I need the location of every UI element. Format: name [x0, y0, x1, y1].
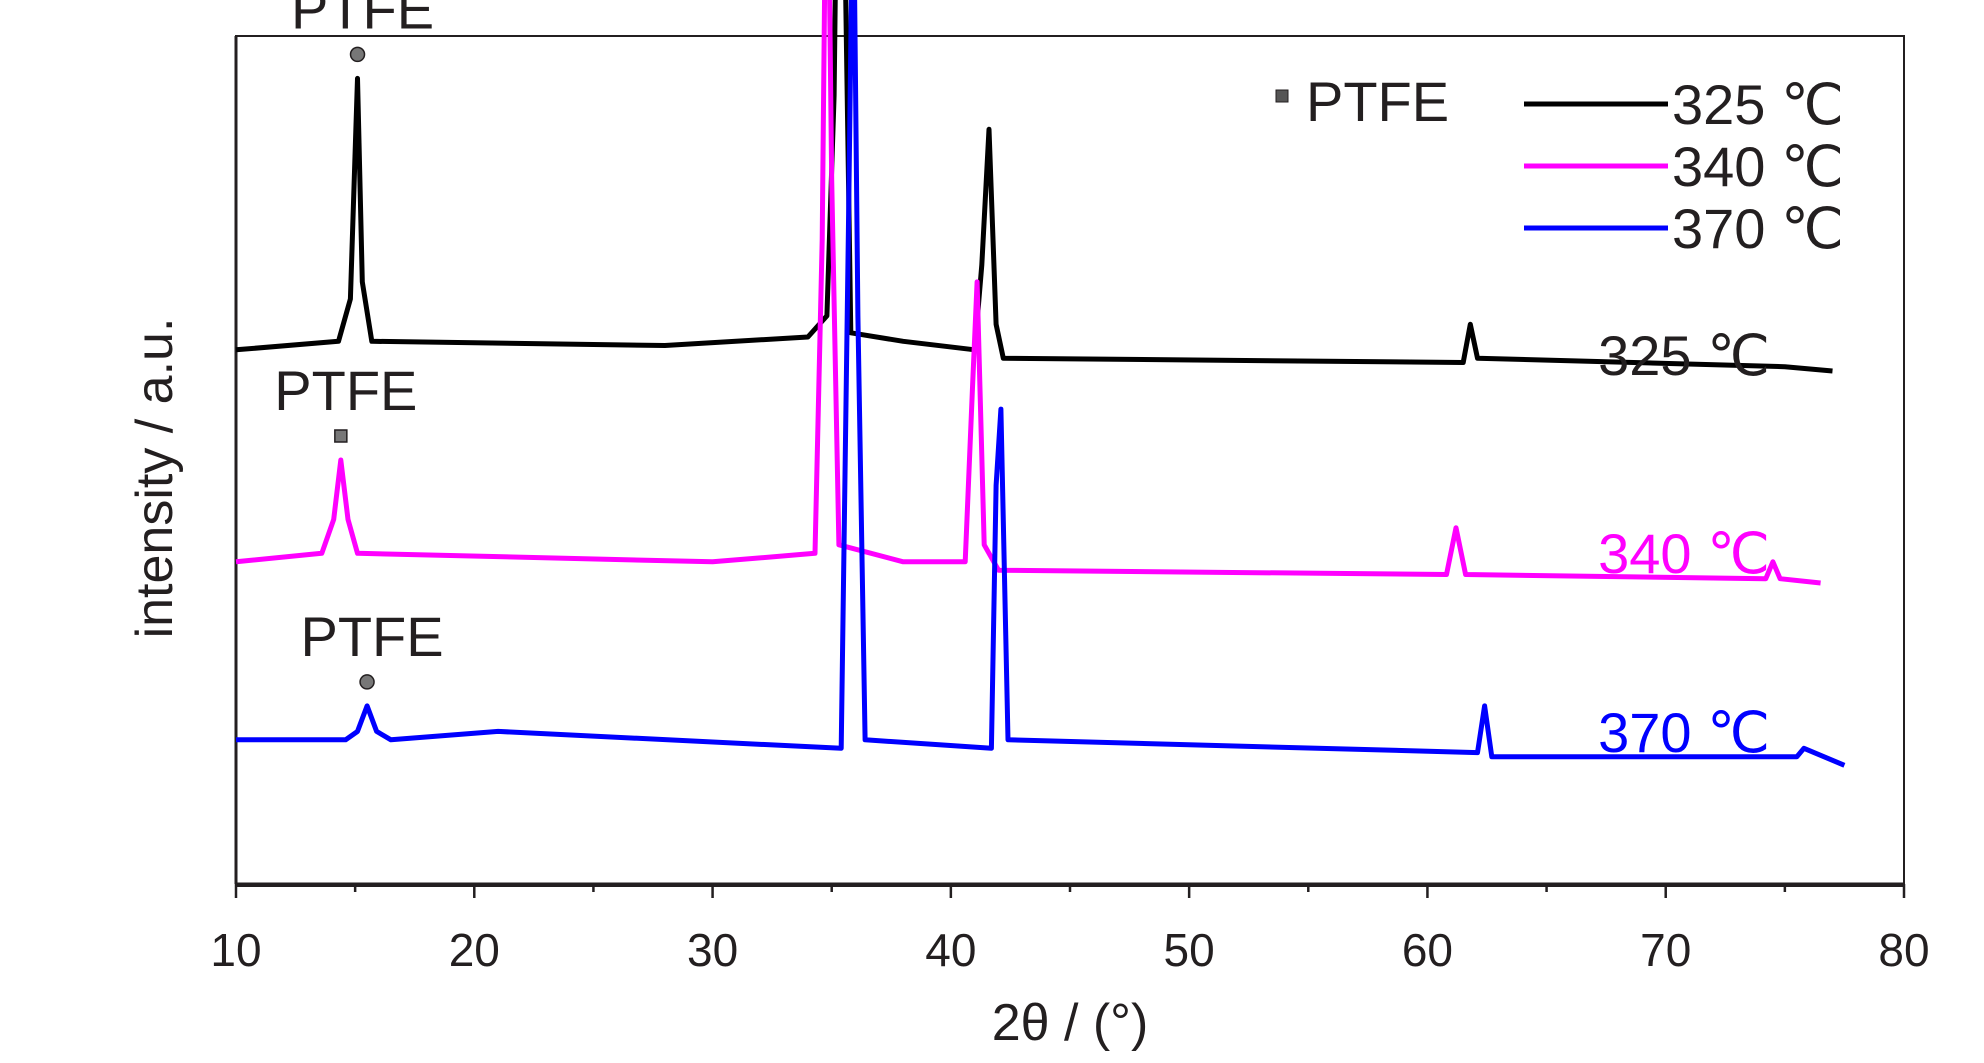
legend-label-325: 325 ℃ [1672, 73, 1844, 136]
legend-ptfe-label: PTFE [1306, 70, 1449, 133]
ptfe-annotations: PTFE PTFE PTFE [274, 0, 444, 690]
x-axis-title: 2θ / (°) [992, 994, 1149, 1052]
x-tick-label-70: 70 [1640, 924, 1691, 976]
ptfe-label-2: PTFE [274, 359, 417, 422]
y-axis-title: intensity / a.u. [126, 318, 184, 639]
ptfe-marker-2 [334, 429, 348, 443]
x-axis-ticks [234, 884, 1906, 898]
ptfe-marker-1 [349, 46, 366, 63]
series-label-325: 325 ℃ [1598, 324, 1770, 387]
x-axis-tick-labels: 10 20 30 40 50 60 70 80 [210, 924, 1929, 976]
legend-ptfe-marker [1275, 89, 1289, 103]
x-tick-label-80: 80 [1878, 924, 1929, 976]
ptfe-label-1: PTFE [291, 0, 434, 40]
x-tick-label-50: 50 [1164, 924, 1215, 976]
series-line-340 [235, 0, 1821, 586]
ptfe-label-3: PTFE [300, 605, 443, 668]
series-labels: 325 ℃ 340 ℃ 370 ℃ [1598, 324, 1770, 764]
legend-label-370: 370 ℃ [1672, 197, 1844, 260]
series-curves [235, 0, 1846, 768]
legend-label-340: 340 ℃ [1672, 135, 1844, 198]
x-tick-label-20: 20 [449, 924, 500, 976]
x-tick-label-30: 30 [687, 924, 738, 976]
series-label-370: 370 ℃ [1598, 701, 1770, 764]
x-tick-label-60: 60 [1402, 924, 1453, 976]
series-label-340: 340 ℃ [1598, 522, 1770, 585]
series-line-325 [235, 0, 1833, 374]
x-tick-label-10: 10 [210, 924, 261, 976]
plot-area [235, 35, 1905, 887]
x-tick-label-40: 40 [925, 924, 976, 976]
ptfe-marker-3 [359, 674, 375, 690]
series-line-370 [236, 0, 1846, 768]
